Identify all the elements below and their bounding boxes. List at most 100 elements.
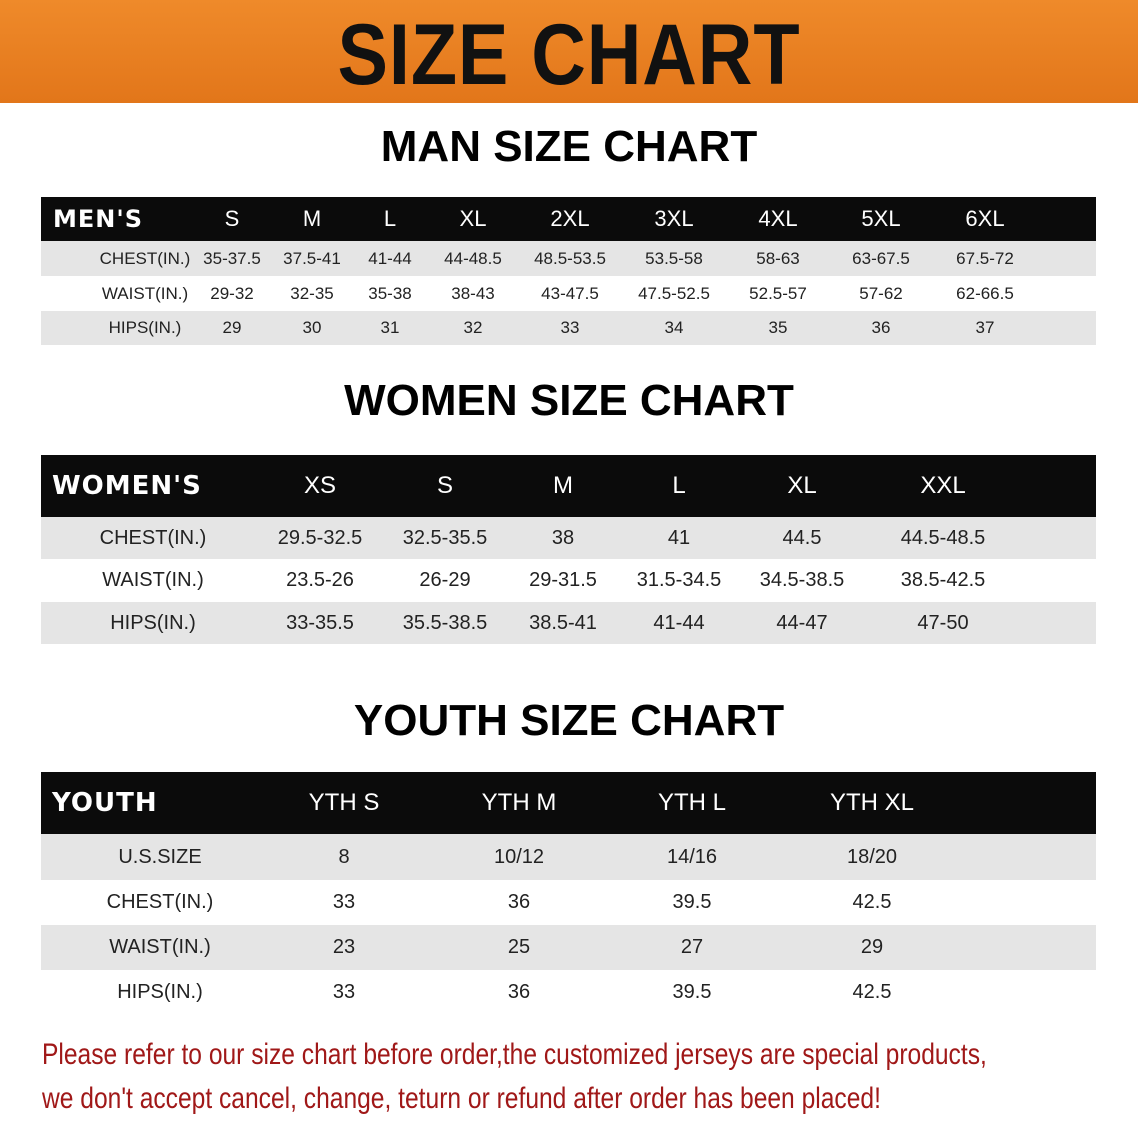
measurement-value: 29-32 [210, 283, 254, 303]
measurement-value: 10/12 [493, 845, 545, 868]
size-column-header: XXL [920, 472, 966, 499]
size-column-header: XL [459, 206, 487, 231]
women-header-row: WOMEN'S XS S M L XL XXL [41, 455, 1096, 517]
size-column-header: XL [787, 472, 817, 499]
measurement-value: 42.5 [852, 891, 892, 913]
size-column-header: L [383, 206, 397, 231]
measurement-value: 29-31.5 [529, 569, 597, 591]
notice-line-2: we don't accept cancel, change, teturn o… [42, 1082, 881, 1115]
measurement-label: U.S.SIZE [118, 845, 202, 868]
table-row: CHEST(IN.) 33 36 39.5 42.5 [41, 880, 1096, 925]
measurement-value: 39.5 [672, 981, 712, 1003]
measurement-value: 47.5-52.5 [638, 283, 710, 303]
measurement-value: 36 [507, 891, 531, 913]
measurement-value: 41-44 [368, 248, 412, 268]
notice-line-1: Please refer to our size chart before or… [42, 1038, 987, 1071]
measurement-label: CHEST(IN.) [106, 891, 214, 913]
measurement-value: 36 [507, 981, 531, 1003]
size-column-header: 4XL [758, 206, 798, 231]
size-column-header: YTH XL [829, 789, 915, 816]
table-row: HIPS(IN.) 29 30 31 32 33 34 35 36 37 [41, 311, 1096, 345]
measurement-label: CHEST(IN.) [99, 526, 207, 549]
measurement-value: 31.5-34.5 [636, 569, 722, 591]
table-row: HIPS(IN.) 33-35.5 35.5-38.5 38.5-41 41-44 44-… [41, 602, 1096, 644]
measurement-value: 33 [332, 891, 356, 913]
measurement-value: 30 [302, 318, 322, 337]
measurement-value: 44.5 [782, 526, 822, 549]
women-section-title: WOMEN SIZE CHART [344, 376, 794, 425]
measurement-value: 33 [332, 981, 356, 1003]
measurement-value: 35.5-38.5 [402, 611, 488, 634]
table-row: WAIST(IN.) 23 25 27 29 [41, 925, 1096, 970]
measurement-value: 41-44 [653, 611, 705, 634]
measurement-value: 38.5-42.5 [900, 569, 986, 591]
measurement-value: 41 [667, 526, 691, 549]
measurement-value: 37 [975, 318, 995, 337]
measurement-label: HIPS(IN.) [117, 981, 203, 1003]
table-header-label: MEN'S [53, 205, 143, 233]
measurement-value: 36 [871, 318, 891, 337]
measurement-value: 38.5-41 [529, 611, 597, 634]
youth-size-table: YOUTH YTH S YTH M YTH L YTH XL U.S.SIZE 8 10/12… [41, 772, 1096, 1015]
measurement-value: 38-43 [451, 283, 495, 303]
measurement-value: 29.5-32.5 [277, 526, 363, 549]
measurement-value: 32.5-35.5 [402, 526, 488, 549]
youth-header-row: YOUTH YTH S YTH M YTH L YTH XL [41, 772, 1096, 834]
size-column-header: 3XL [654, 206, 694, 231]
measurement-label: WAIST(IN.) [101, 283, 189, 303]
measurement-label: WAIST(IN.) [109, 936, 211, 958]
table-row: WAIST(IN.) 29-32 32-35 35-38 38-43 43-47.5 47.… [41, 276, 1096, 311]
size-column-header: L [672, 472, 686, 499]
measurement-value: 14/16 [666, 845, 718, 868]
measurement-value: 47-50 [917, 611, 969, 634]
men-header-row: MEN'S S M L XL 2XL 3XL 4XL 5XL 6XL [41, 197, 1096, 241]
measurement-value: 57-62 [859, 283, 903, 303]
size-column-header: 2XL [550, 206, 590, 231]
measurement-label: HIPS(IN.) [110, 611, 196, 634]
size-column-header: S [436, 472, 453, 499]
size-column-header: S [224, 206, 240, 231]
measurement-value: 31 [380, 318, 400, 337]
measurement-label: CHEST(IN.) [99, 248, 191, 268]
measurement-value: 35 [768, 318, 788, 337]
measurement-value: 63-67.5 [852, 248, 910, 268]
measurement-value: 33-35.5 [286, 611, 354, 634]
measurement-value: 53.5-58 [645, 248, 703, 268]
measurement-value: 39.5 [672, 891, 712, 913]
measurement-value: 34.5-38.5 [759, 569, 845, 591]
measurement-value: 8 [338, 845, 350, 868]
measurement-value: 44-47 [776, 611, 828, 634]
table-header-label: YOUTH [52, 788, 158, 818]
measurement-value: 35-37.5 [203, 248, 261, 268]
measurement-label: WAIST(IN.) [102, 569, 204, 591]
measurement-value: 23 [332, 936, 356, 958]
measurement-value: 29 [222, 318, 242, 337]
measurement-value: 38 [551, 526, 575, 549]
measurement-value: 44.5-48.5 [900, 526, 986, 549]
measurement-value: 18/20 [846, 845, 898, 868]
measurement-value: 58-63 [756, 248, 800, 268]
table-row: CHEST(IN.) 29.5-32.5 32.5-35.5 38 41 44.5 44.5… [41, 517, 1096, 559]
table-row: HIPS(IN.) 33 36 39.5 42.5 [41, 970, 1096, 1015]
women-size-table: WOMEN'S XS S M L XL XXL CHEST(IN.) 29.5-32.5 32.5… [41, 455, 1096, 644]
table-row: WAIST(IN.) 23.5-26 26-29 29-31.5 31.5-34.5 34… [41, 559, 1096, 602]
size-column-header: YTH L [657, 789, 726, 816]
size-column-header: M [553, 472, 573, 499]
men-size-table: MEN'S S M L XL 2XL 3XL 4XL 5XL 6XL CHEST(IN.) 35-37… [41, 197, 1096, 345]
size-column-header: 5XL [861, 206, 901, 231]
measurement-value: 26-29 [419, 569, 471, 591]
measurement-value: 32 [463, 318, 483, 337]
measurement-value: 23.5-26 [286, 569, 354, 591]
size-column-header: M [302, 206, 322, 231]
measurement-value: 43-47.5 [541, 283, 599, 303]
size-column-header: YTH S [308, 789, 380, 816]
measurement-value: 52.5-57 [749, 283, 807, 303]
measurement-value: 67.5-72 [956, 248, 1014, 268]
table-header-label: WOMEN'S [52, 471, 202, 501]
men-section-title: MAN SIZE CHART [380, 122, 758, 171]
measurement-label: HIPS(IN.) [108, 318, 182, 337]
measurement-value: 35-38 [368, 283, 412, 303]
youth-section-title: YOUTH SIZE CHART [353, 696, 785, 745]
measurement-value: 37.5-41 [283, 248, 341, 268]
size-column-header: XS [303, 472, 336, 499]
